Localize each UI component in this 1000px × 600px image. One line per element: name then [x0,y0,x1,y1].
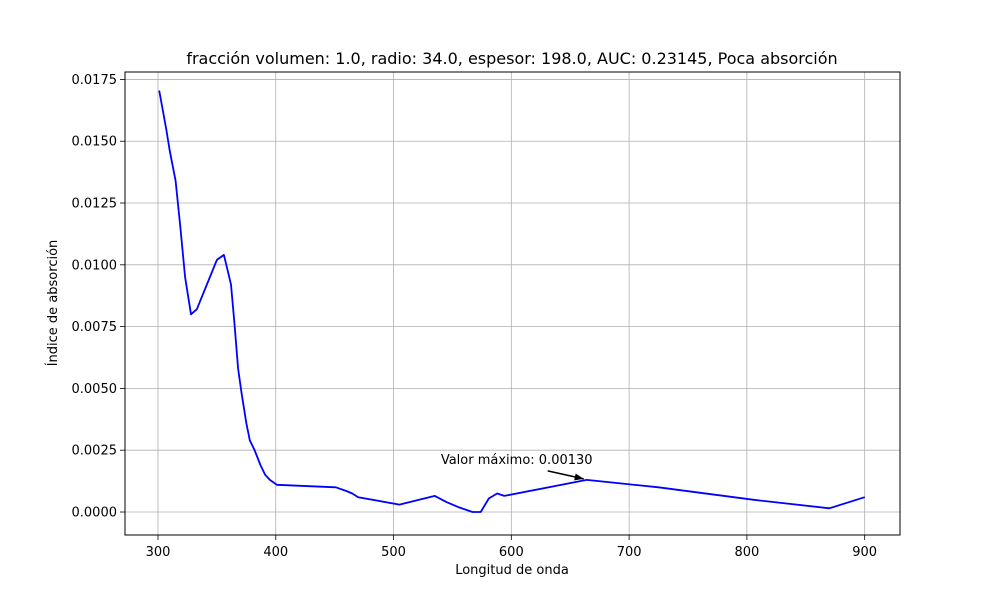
chart-title: fracción volumen: 1.0, radio: 34.0, espe… [186,49,837,68]
y-tick-label: 0.0050 [72,382,118,397]
y-tick-label: 0.0150 [72,135,118,150]
grid [125,72,900,535]
x-tick-label: 500 [381,545,406,560]
series-line [158,90,865,513]
x-tick-label: 300 [146,545,171,560]
x-tick-label: 800 [734,545,759,560]
y-tick-label: 0.0025 [72,444,118,459]
x-axis-label: Longitud de onda [455,563,569,578]
annotation-arrowhead [574,473,584,481]
x-tick-label: 400 [263,545,288,560]
y-tick-label: 0.0125 [72,197,118,212]
series-layer [158,90,865,513]
plot-frame [124,71,901,536]
x-axis-ticks: 300 400 500 600 700 800 900 [146,535,877,560]
y-tick-label: 0.0075 [72,320,118,335]
x-tick-label: 900 [852,545,877,560]
x-tick-label: 700 [617,545,642,560]
y-axis-label: Índice de absorción [45,240,61,367]
y-tick-label: 0.0175 [72,73,118,88]
x-tick-label: 600 [499,545,524,560]
annotation-layer: Valor máximo: 0.00130 [441,453,593,481]
y-axis-ticks: 0.0000 0.0025 0.0050 0.0075 0.0100 0.0125 0.01… [72,73,125,521]
y-tick-label: 0.0100 [72,258,118,273]
y-tick-label: 0.0000 [72,506,118,521]
annotation-label: Valor máximo: 0.00130 [441,453,593,468]
